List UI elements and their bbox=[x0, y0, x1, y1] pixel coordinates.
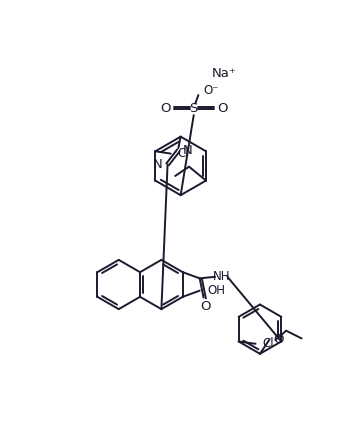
Text: Cl: Cl bbox=[262, 337, 274, 350]
Text: NH: NH bbox=[212, 270, 230, 283]
Text: O: O bbox=[200, 301, 210, 313]
Text: N: N bbox=[153, 158, 163, 171]
Text: O: O bbox=[217, 103, 228, 116]
Text: O: O bbox=[160, 103, 171, 116]
Text: Na⁺: Na⁺ bbox=[211, 67, 236, 80]
Text: Cl: Cl bbox=[177, 147, 189, 160]
Text: O⁻: O⁻ bbox=[204, 84, 219, 97]
Text: O: O bbox=[273, 333, 284, 346]
Text: S: S bbox=[190, 103, 198, 116]
Text: OH: OH bbox=[207, 284, 225, 297]
Text: N: N bbox=[183, 144, 193, 157]
